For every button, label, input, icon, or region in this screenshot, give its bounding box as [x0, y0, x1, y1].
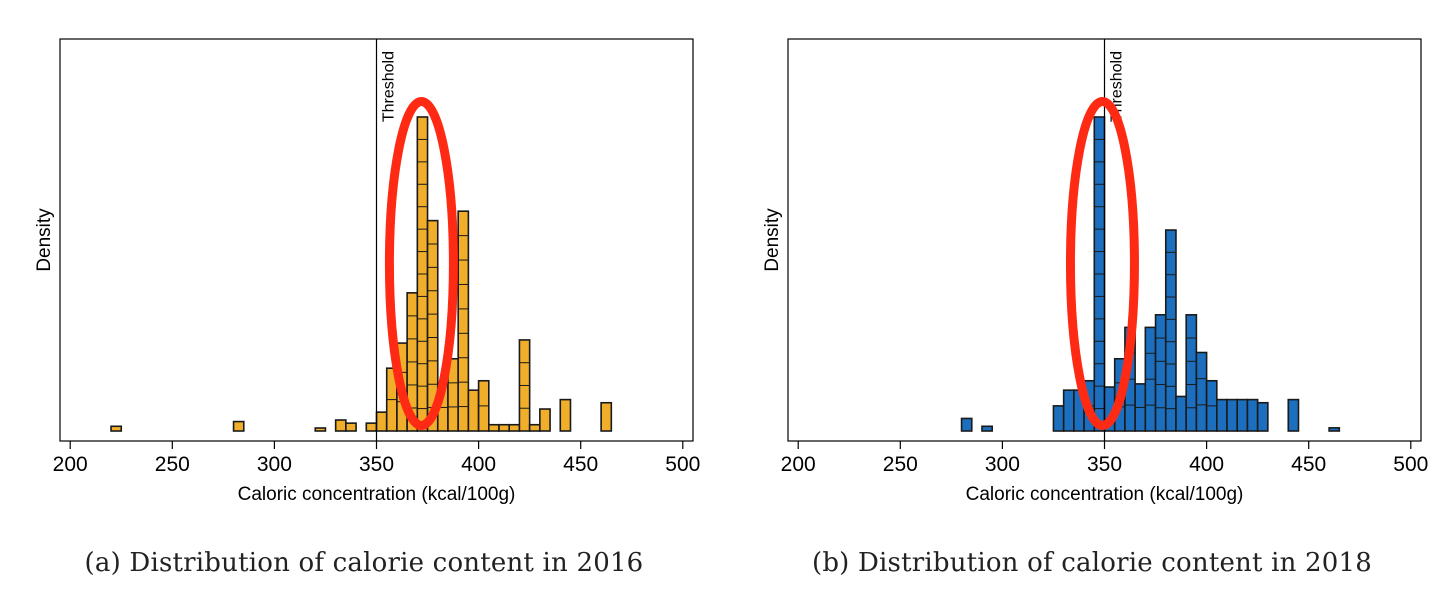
histogram-bar	[528, 423, 541, 432]
highlight-ellipse	[1065, 97, 1139, 430]
histogram-bar	[559, 398, 572, 432]
histogram-bar	[314, 427, 327, 432]
histogram-bar	[1052, 405, 1065, 432]
histogram-bar	[467, 389, 480, 432]
chart-panel-2016: Threshold 200 250 300 350 400 450 500 Caloric co…	[34, 38, 700, 578]
x-tick-label: 450	[1291, 453, 1326, 476]
histogram-bar	[1236, 398, 1249, 432]
x-tick-label: 400	[1189, 453, 1224, 476]
x-axis-label: Caloric concentration (kcal/100g)	[238, 484, 516, 505]
histogram-bar	[600, 401, 613, 432]
x-tick-label: 250	[155, 453, 190, 476]
histogram-bar	[1154, 314, 1167, 432]
histogram-bar	[1246, 398, 1259, 432]
x-tick-label: 200	[53, 453, 88, 476]
histogram-bar	[1287, 398, 1300, 432]
histogram-bar	[1185, 314, 1198, 432]
histogram-bar	[508, 423, 521, 432]
highlight-ellipse	[384, 97, 458, 430]
histogram-bar	[1256, 401, 1269, 432]
histogram-bar	[334, 419, 347, 432]
x-tick-label: 350	[1087, 453, 1122, 476]
x-tick-label: 300	[985, 453, 1020, 476]
histogram-bar	[1328, 427, 1341, 432]
y-axis-label: Density	[762, 208, 783, 272]
histogram-bar	[426, 219, 439, 432]
histogram-bar	[981, 425, 993, 432]
histogram-bar	[498, 423, 511, 432]
caption-2016: (a) Distribution of calorie content in 2…	[84, 548, 644, 578]
threshold-label: Threshold	[381, 51, 398, 122]
x-tick-label: 350	[359, 453, 394, 476]
histogram-2016: Threshold 200 250 300 350 400 450 500 Caloric co…	[34, 38, 700, 505]
histogram-bar	[1195, 351, 1208, 432]
histogram-bar	[1226, 398, 1239, 432]
histogram-bar	[1062, 389, 1075, 432]
histogram-bar	[232, 420, 245, 432]
histogram-bar	[1216, 398, 1228, 432]
histogram-bar	[539, 408, 551, 432]
x-tick-label: 200	[781, 453, 816, 476]
x-tick-label: 450	[563, 453, 598, 476]
histogram-bar	[960, 417, 973, 432]
histogram-bar	[110, 425, 123, 432]
histogram-bar	[365, 422, 378, 432]
histogram-bar	[1175, 395, 1187, 432]
x-tick-label: 400	[461, 453, 496, 476]
histogram-bar	[1164, 229, 1177, 432]
y-axis-label: Density	[34, 208, 55, 272]
histogram-bar	[375, 411, 388, 432]
x-tick-label: 500	[1393, 453, 1428, 476]
histogram-bar	[345, 422, 357, 432]
histogram-bar	[457, 210, 470, 432]
x-axis-label: Caloric concentration (kcal/100g)	[966, 484, 1244, 505]
x-tick-label: 250	[883, 453, 918, 476]
histogram-bar	[488, 423, 500, 432]
x-tick-label: 300	[257, 453, 292, 476]
x-tick-label: 500	[665, 453, 700, 476]
caption-2018: (b) Distribution of calorie content in 2…	[811, 548, 1373, 578]
chart-panel-2018: Threshold 200 250 300 350 400 450 500 Caloric co…	[728, 0, 1456, 615]
